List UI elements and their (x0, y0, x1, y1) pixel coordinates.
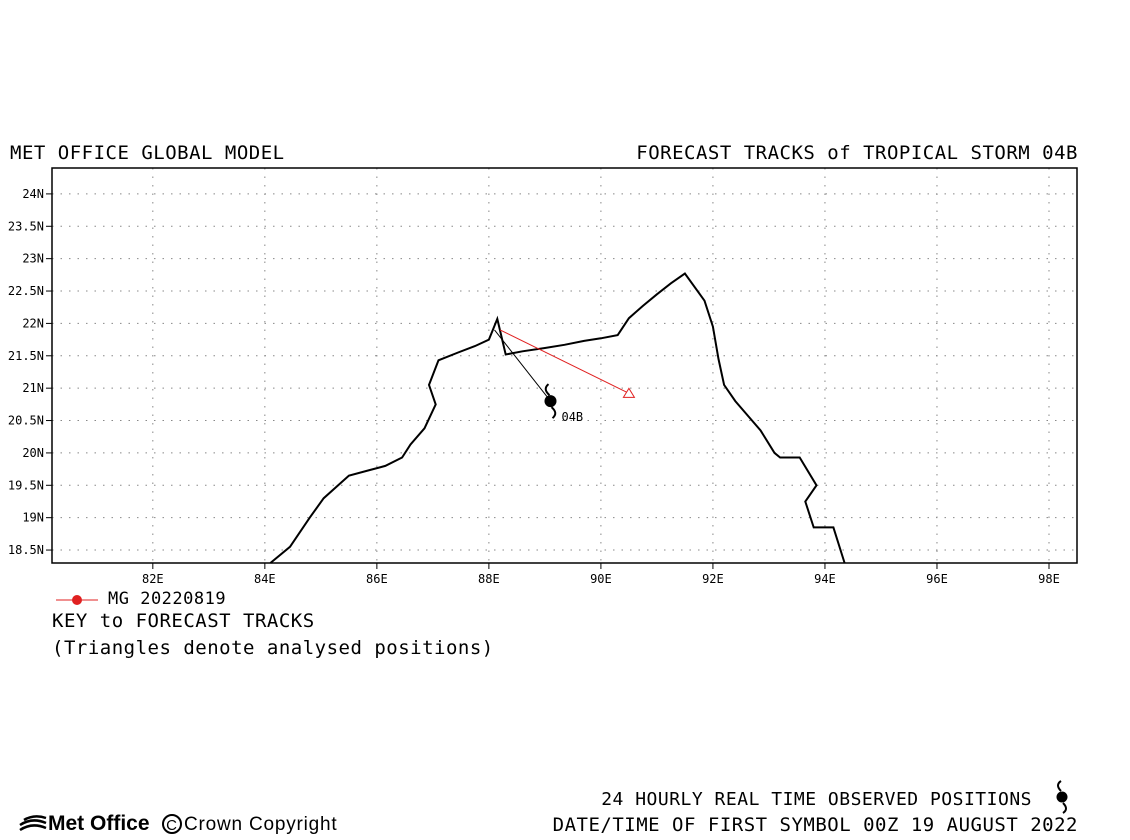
x-tick-label: 82E (142, 572, 164, 586)
x-tick-label: 92E (702, 572, 724, 586)
copyright-text: Crown Copyright (184, 814, 338, 835)
y-tick-label: 21.5N (8, 349, 44, 363)
y-tick-label: 23.5N (8, 219, 44, 233)
y-tick-label: 18.5N (8, 543, 44, 557)
observed-track-line (494, 329, 551, 402)
observed-positions-note: 24 HOURLY REAL TIME OBSERVED POSITIONS (601, 789, 1032, 810)
met-office-logo-text: Met Office (48, 812, 150, 835)
storm-eye (544, 395, 557, 408)
axis-ticks: 82E 84E 86E 88E 90E 92E 94E 96E 98E 18.5N 19N 19.5N… (8, 187, 1060, 586)
legend-note: (Triangles denote analysed positions) (52, 637, 494, 659)
y-tick-label: 22.5N (8, 284, 44, 298)
legend-key-title: KEY to FORECAST TRACKS (52, 610, 315, 632)
coastline (269, 272, 846, 564)
copyright-icon: C (162, 814, 182, 834)
x-tick-label: 88E (478, 572, 500, 586)
model-title: MET OFFICE GLOBAL MODEL (10, 142, 285, 164)
analysed-position-triangle (622, 387, 636, 398)
x-tick-label: 98E (1038, 572, 1060, 586)
y-tick-label: 20.5N (8, 414, 44, 428)
storm-symbol-icon (544, 383, 557, 419)
legend-entry-label: MG 20220819 (108, 589, 227, 609)
graticule (52, 168, 1077, 563)
coastline-layer (269, 272, 846, 564)
storm-arm (544, 383, 551, 396)
chart-title: FORECAST TRACKS of TROPICAL STORM 04B (636, 142, 1078, 164)
x-tick-label: 90E (590, 572, 612, 586)
tracks-layer: 04B (494, 329, 636, 424)
forecast-track-line (499, 329, 630, 394)
copyright-notice: C Crown Copyright (162, 814, 338, 836)
met-office-logo: Met Office (18, 812, 150, 836)
legend-track-swatch (56, 595, 98, 605)
y-tick-label: 24N (22, 187, 44, 201)
map-frame (51, 167, 1078, 564)
cyclone-symbol-icon (1056, 780, 1068, 814)
storm-arm (550, 406, 557, 419)
x-tick-label: 96E (926, 572, 948, 586)
met-office-logo-icon (19, 815, 47, 832)
y-tick-label: 23N (22, 252, 44, 266)
y-tick-label: 19N (22, 511, 44, 525)
y-tick-label: 21N (22, 381, 44, 395)
x-tick-label: 94E (814, 572, 836, 586)
y-tick-label: 22N (22, 316, 44, 330)
storm-label: 04B (561, 410, 583, 424)
y-tick-label: 19.5N (8, 478, 44, 492)
x-tick-label: 84E (254, 572, 276, 586)
y-tick-label: 20N (22, 446, 44, 460)
x-tick-label: 86E (366, 572, 388, 586)
first-symbol-datetime: DATE/TIME OF FIRST SYMBOL 00Z 19 AUGUST … (552, 814, 1078, 836)
